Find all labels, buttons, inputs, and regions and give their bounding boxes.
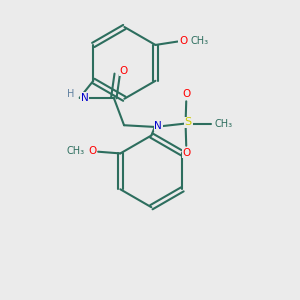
Text: N: N	[81, 93, 88, 103]
Text: O: O	[119, 66, 128, 76]
Text: O: O	[88, 146, 97, 156]
Text: O: O	[179, 36, 187, 46]
Text: O: O	[182, 89, 191, 100]
Text: CH₃: CH₃	[191, 36, 209, 46]
Text: H: H	[68, 89, 75, 99]
Text: CH₃: CH₃	[67, 146, 85, 156]
Text: O: O	[182, 148, 191, 158]
Text: S: S	[185, 118, 192, 128]
Text: CH₃: CH₃	[214, 118, 232, 128]
Text: N: N	[154, 121, 162, 130]
